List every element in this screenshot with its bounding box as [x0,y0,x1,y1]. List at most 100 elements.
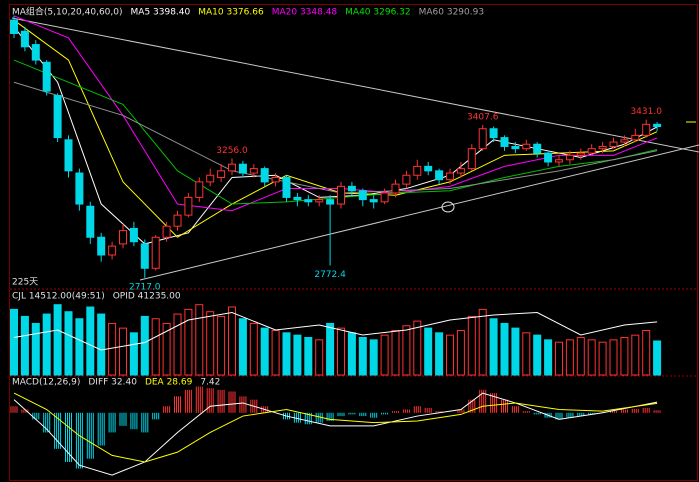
volume-bar [249,322,258,376]
header-item: 7.42 [200,378,220,388]
candle-body [435,170,444,181]
volume-bar [533,334,542,376]
volume-bar [544,339,553,376]
volume-bar [337,327,345,376]
candle-body [315,199,324,203]
candle-body [446,172,454,181]
line [13,311,658,351]
candle-body [249,168,258,174]
candle-body [42,61,51,92]
candle-body [489,128,498,139]
volume-bar [75,318,84,376]
candle-body [358,190,367,201]
candle-body [544,152,553,163]
volume-bar [587,339,596,376]
volume-bar [522,332,531,376]
header-item: DIFF 32.40 [88,378,137,388]
volume-bar [511,327,520,376]
header-item: MA组合(5,10,20,40,60,0) [12,6,123,18]
candle-body [478,128,487,150]
volume-bar [217,315,226,376]
candle-body [424,165,433,172]
candle-body [413,165,422,176]
header-item: MACD(12,26,9) [12,378,80,388]
volume-bar [555,341,563,376]
candle-body [108,245,117,256]
candle-body [293,196,302,201]
annotation: 2717.0 [129,282,161,292]
candle-body [195,181,204,198]
volume-bar [576,337,585,376]
candle-body [238,163,247,174]
volume-bar [369,339,378,376]
volume-bar [31,322,40,376]
volume-bar [238,318,247,376]
marker-circle [441,201,455,213]
volume-bar [478,308,487,376]
volume-bar [271,329,280,376]
candle-body [304,199,313,203]
volume-bar [391,329,400,376]
candle-body [271,176,280,183]
volume-bar [456,329,465,376]
line [13,59,658,205]
annotation: 3256.0 [216,146,248,156]
volume-bar [467,315,476,376]
volume-bar [140,315,149,376]
volume-bar [609,339,618,376]
candle-body [282,176,291,198]
candle-body [522,143,531,150]
candle-body [140,243,149,269]
volume-bar [129,332,138,376]
trend-line [139,144,699,281]
candle-body [10,19,18,35]
volume-bar [53,304,62,376]
volume-bar [489,318,498,376]
volume-bar [598,341,607,376]
candle-body [631,134,640,141]
line [13,392,658,476]
header-item: MA60 3290.93 [419,8,484,18]
candle-body [500,137,509,147]
candle-body [598,145,607,150]
line [13,392,658,463]
volume-bar [20,315,29,376]
header-item: MA10 3376.66 [198,8,264,18]
span-label: 225天 [12,278,38,288]
volume-bar [195,304,204,376]
annotation: 3407.6 [467,112,499,122]
annotation: 2772.4 [314,270,346,280]
candle-body [206,174,215,183]
volume-bar [413,320,422,376]
candle-body [620,139,629,143]
candle-body [97,236,106,256]
trend-line [11,17,699,153]
volume-bar [424,327,433,376]
volume-bar [347,332,356,376]
annotation: 3431.0 [630,107,662,117]
volume-bar [162,322,171,376]
candle-body [53,95,62,139]
candle-body [31,44,40,61]
header-item: MA40 3296.32 [345,8,410,18]
candle-body [467,148,476,170]
candle-body [511,145,520,150]
volume-bar [315,339,324,376]
candle-body [347,185,356,192]
header-item: MA20 3348.48 [272,8,338,18]
candle-body [456,168,465,174]
candle-body [119,230,127,245]
volume-bar [500,322,509,376]
header-item: DEA 28.69 [145,378,193,388]
volume-bar [402,325,411,376]
candle-body [380,192,389,203]
frame [9,4,698,481]
header-item: CJL 14512.00(49:51) [12,292,105,302]
volume-bar [293,334,302,376]
candle-body [151,236,160,269]
volume-bar [151,318,160,376]
candle-body [75,172,84,205]
candle-body [217,170,226,178]
